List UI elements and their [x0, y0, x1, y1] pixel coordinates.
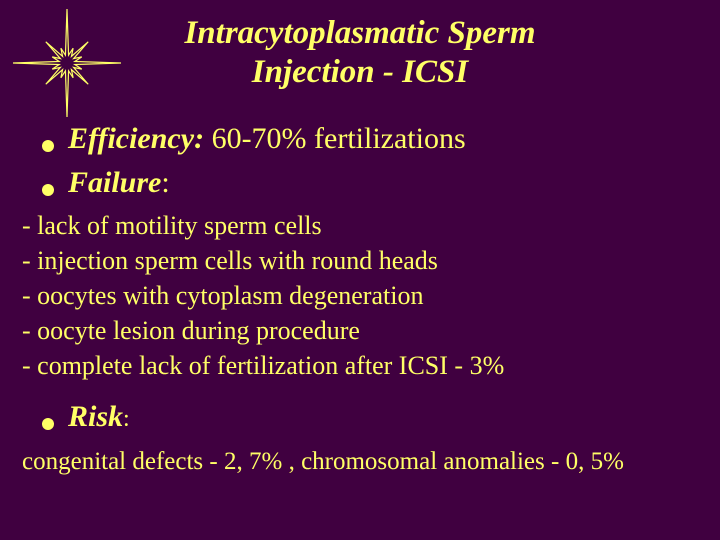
- list-item: Failure:: [42, 164, 682, 202]
- label-bold: Efficiency:: [68, 122, 204, 155]
- label-plain: :: [161, 166, 169, 199]
- list-item: Efficiency: 60-70% fertilizations: [42, 120, 682, 158]
- slide-title: Intracytoplasmatic Sperm Injection - ICS…: [0, 14, 720, 92]
- list-item-text: Risk:: [68, 400, 130, 434]
- main-bullet-list: Efficiency: 60-70% fertilizations Failur…: [42, 120, 682, 207]
- risk-colon: :: [123, 406, 130, 432]
- sub-item: - injection sperm cells with round heads: [22, 243, 702, 278]
- sub-item: - oocytes with cytoplasm degeneration: [22, 278, 702, 313]
- title-line-2: Injection - ICSI: [0, 53, 720, 92]
- bullet-icon: [42, 184, 54, 196]
- sub-item: - oocyte lesion during procedure: [22, 313, 702, 348]
- list-item: Risk:: [42, 400, 682, 434]
- bullet-icon: [42, 140, 54, 152]
- risk-detail: congenital defects - 2, 7% , chromosomal…: [22, 448, 712, 476]
- label-plain: 60-70% fertilizations: [204, 122, 466, 155]
- sub-item: - complete lack of fertilization after I…: [22, 348, 702, 383]
- list-item-text: Failure:: [68, 164, 170, 202]
- sub-item: - lack of motility sperm cells: [22, 208, 702, 243]
- bullet-icon: [42, 418, 54, 430]
- label-bold: Failure: [68, 166, 161, 199]
- title-line-1: Intracytoplasmatic Sperm: [0, 14, 720, 53]
- list-item-text: Efficiency: 60-70% fertilizations: [68, 120, 466, 158]
- risk-bullet: Risk:: [42, 400, 682, 434]
- risk-label: Risk: [68, 400, 123, 433]
- failure-sub-list: - lack of motility sperm cells - injecti…: [22, 208, 702, 383]
